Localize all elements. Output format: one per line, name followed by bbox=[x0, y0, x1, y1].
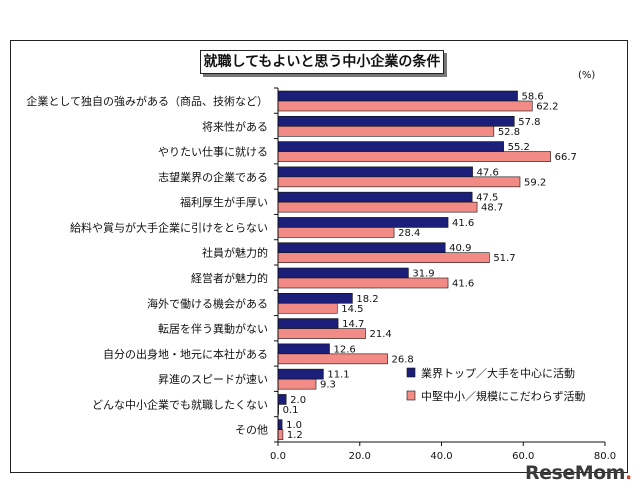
bar-series-2 bbox=[277, 378, 317, 390]
value-label-series-2: 1.2 bbox=[287, 430, 303, 441]
legend-swatch-series-2 bbox=[406, 390, 416, 401]
value-label-series-1: 47.5 bbox=[476, 193, 498, 204]
bar-series-2 bbox=[277, 100, 533, 112]
category-label: その他 bbox=[235, 424, 268, 437]
category-label: 福利厚生が手厚い bbox=[180, 195, 268, 209]
value-label-series-1: 1.0 bbox=[286, 420, 302, 431]
value-label-series-2: 51.7 bbox=[493, 253, 515, 264]
category-label: 自分の出身地・地元に本社がある bbox=[103, 347, 268, 361]
watermark-text: ReseMom bbox=[525, 462, 625, 484]
legend-label-series-1: 業界トップ／大手を中心に活動 bbox=[421, 366, 575, 380]
x-tick-label: 0.0 bbox=[270, 451, 286, 462]
bar-series-1 bbox=[277, 166, 473, 178]
value-label-series-2: 26.8 bbox=[392, 354, 414, 365]
bar-series-2 bbox=[277, 252, 490, 264]
bar-series-2 bbox=[277, 302, 338, 314]
category-label: 企業として独自の強みがある（商品、技術など） bbox=[26, 94, 268, 108]
value-label-series-2: 62.2 bbox=[536, 102, 558, 113]
bar-series-1 bbox=[277, 242, 446, 254]
value-label-series-2: 28.4 bbox=[398, 228, 420, 239]
value-label-series-2: 14.5 bbox=[341, 304, 363, 315]
value-label-series-1: 41.6 bbox=[452, 218, 474, 229]
category-label: 志望業界の企業である bbox=[158, 170, 268, 184]
bar-series-1 bbox=[277, 368, 324, 380]
resemom-watermark: ReseMom. bbox=[525, 462, 632, 484]
value-label-series-1: 2.0 bbox=[290, 395, 306, 406]
value-label-series-2: 0.1 bbox=[283, 405, 299, 416]
value-label-series-1: 31.9 bbox=[412, 269, 434, 280]
bar-series-1 bbox=[277, 191, 473, 203]
bar-series-2 bbox=[277, 176, 521, 188]
legend-label-series-2: 中堅中小／規模にこだわらず活動 bbox=[421, 389, 586, 403]
value-label-series-2: 66.7 bbox=[555, 152, 577, 163]
value-label-series-2: 9.3 bbox=[320, 380, 336, 391]
value-label-series-2: 48.7 bbox=[481, 203, 503, 214]
value-label-series-1: 11.1 bbox=[327, 370, 349, 381]
x-tick-label: 60.0 bbox=[512, 451, 534, 462]
bar-series-1 bbox=[277, 90, 518, 102]
bar-series-1 bbox=[277, 343, 330, 355]
bar-series-2 bbox=[277, 328, 366, 339]
bar-series-2 bbox=[277, 277, 449, 289]
category-label: 社員が魅力的 bbox=[202, 246, 268, 260]
chart-title: 就職してもよいと思う中小企業の条件 bbox=[200, 50, 444, 74]
legend-swatch-series-1 bbox=[406, 367, 416, 378]
bar-series-2 bbox=[277, 353, 388, 365]
bar-series-1 bbox=[277, 217, 449, 228]
category-label: 海外で働ける機会がある bbox=[147, 296, 268, 310]
value-label-series-1: 40.9 bbox=[449, 243, 471, 254]
watermark-dot: . bbox=[624, 462, 632, 484]
value-label-series-1: 12.6 bbox=[334, 344, 356, 355]
value-label-series-1: 14.7 bbox=[342, 319, 364, 330]
bar-series-1 bbox=[277, 318, 339, 329]
value-label-series-1: 58.6 bbox=[522, 92, 544, 103]
bar-series-1 bbox=[277, 115, 515, 127]
category-label: どんな中小企業でも就職したくない bbox=[92, 397, 268, 411]
x-tick-label: 40.0 bbox=[430, 451, 452, 462]
category-label: 転居を伴う異動がない bbox=[158, 322, 268, 336]
value-label-series-1: 57.8 bbox=[518, 117, 540, 128]
value-label-series-2: 52.8 bbox=[498, 127, 520, 138]
category-label: やりたい仕事に就ける bbox=[158, 145, 268, 159]
category-label: 昇進のスピードが速い bbox=[158, 372, 268, 386]
bar-series-1 bbox=[277, 141, 504, 152]
x-tick-label: 80.0 bbox=[594, 451, 616, 462]
category-label: 給料や賞与が大手企業に引けをとらない bbox=[70, 220, 268, 234]
value-label-series-1: 55.2 bbox=[508, 142, 530, 153]
value-label-series-1: 18.2 bbox=[356, 294, 378, 305]
value-label-series-2: 21.4 bbox=[369, 329, 391, 340]
bar-series-1 bbox=[277, 394, 287, 405]
bar-series-1 bbox=[277, 419, 283, 431]
bar-series-2 bbox=[277, 125, 495, 137]
bar-series-2 bbox=[277, 227, 395, 238]
x-tick-label: 20.0 bbox=[349, 451, 371, 462]
bar-series-1 bbox=[277, 292, 353, 304]
unit-label: (%) bbox=[578, 70, 596, 81]
category-label: 将来性がある bbox=[202, 119, 268, 133]
bar-series-2 bbox=[277, 151, 551, 162]
bar-series-2 bbox=[277, 201, 478, 213]
value-label-series-1: 47.6 bbox=[477, 167, 499, 178]
category-label: 経営者が魅力的 bbox=[191, 271, 268, 285]
value-label-series-2: 41.6 bbox=[452, 279, 474, 290]
bar-series-1 bbox=[277, 267, 409, 279]
bar-series-2 bbox=[277, 429, 284, 441]
value-label-series-2: 59.2 bbox=[524, 177, 546, 188]
